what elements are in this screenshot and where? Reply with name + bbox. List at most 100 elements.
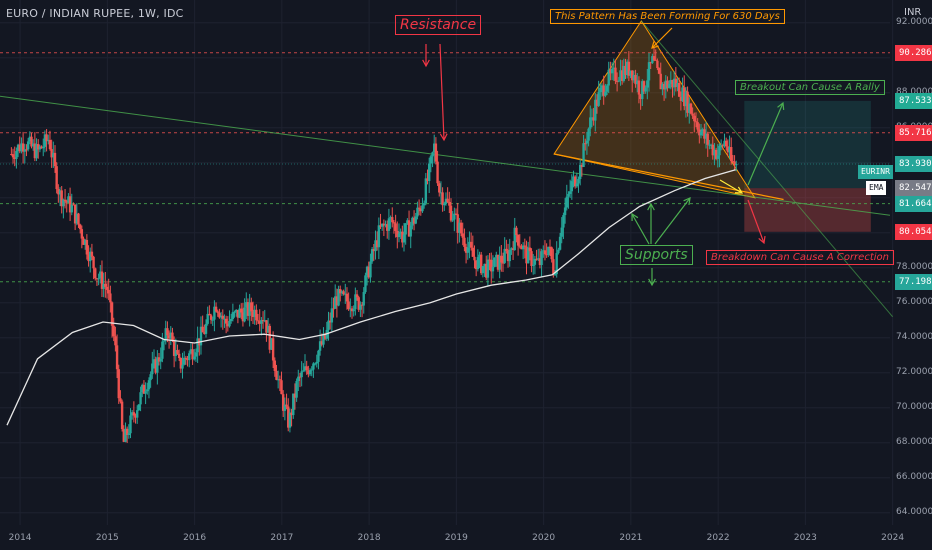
candle-body bbox=[95, 278, 99, 280]
candle-body bbox=[365, 266, 369, 276]
candle-body bbox=[164, 328, 167, 341]
candle-body bbox=[235, 309, 238, 312]
candle-body bbox=[669, 80, 673, 84]
candle-body bbox=[563, 207, 567, 216]
candle-body bbox=[538, 258, 542, 266]
candle-body bbox=[270, 338, 273, 350]
candle-body bbox=[342, 291, 345, 295]
candle-body bbox=[89, 251, 92, 262]
candle-body bbox=[444, 198, 448, 204]
candle-body bbox=[693, 115, 696, 122]
candle-body bbox=[20, 143, 23, 152]
candle-body bbox=[127, 433, 131, 436]
candle-body bbox=[424, 178, 428, 204]
candle-body bbox=[730, 147, 733, 162]
candle-body bbox=[375, 240, 379, 248]
candle-body bbox=[243, 307, 246, 322]
candle-body bbox=[159, 358, 162, 362]
candle-body bbox=[555, 253, 558, 275]
candle-body bbox=[380, 223, 384, 227]
candle-body bbox=[97, 278, 100, 280]
candle-body bbox=[139, 392, 142, 405]
arrow-support-3-head bbox=[683, 197, 691, 206]
arrow-resistance-2 bbox=[439, 43, 445, 141]
candle-body bbox=[525, 246, 528, 264]
candle-body bbox=[65, 201, 68, 203]
candle-body bbox=[641, 81, 644, 100]
candle-body bbox=[528, 247, 532, 252]
candle-body bbox=[389, 217, 392, 219]
candle-body bbox=[174, 350, 178, 356]
candle-body bbox=[75, 213, 79, 224]
candle-body bbox=[597, 92, 600, 106]
candle-body bbox=[58, 190, 62, 195]
candle-body bbox=[21, 143, 25, 152]
candle-body bbox=[587, 128, 590, 141]
candle-body bbox=[233, 311, 236, 313]
candle-body bbox=[362, 292, 365, 306]
candle-body bbox=[562, 215, 565, 228]
candle-body bbox=[580, 164, 584, 168]
x-tick-label: 2018 bbox=[357, 533, 381, 543]
candle-body bbox=[349, 308, 352, 310]
symbol-tag: EURINR bbox=[858, 165, 893, 179]
candle-body bbox=[552, 259, 555, 275]
arrow-support-down-head bbox=[648, 278, 656, 287]
candle-body bbox=[134, 415, 137, 418]
arrow-pattern-head bbox=[651, 41, 659, 49]
candle-body bbox=[553, 274, 557, 276]
price-tag: 77.1980 bbox=[895, 273, 932, 290]
arrow-support-2-head bbox=[647, 202, 655, 211]
candle-body bbox=[698, 129, 701, 136]
candle-body bbox=[184, 357, 188, 359]
candle-body bbox=[18, 144, 21, 152]
candle-body bbox=[293, 393, 297, 398]
candle-body bbox=[476, 257, 480, 270]
arrow-support-1 bbox=[631, 213, 650, 245]
candle-body bbox=[401, 231, 404, 243]
candle-body bbox=[359, 304, 362, 310]
x-tick-label: 2014 bbox=[8, 533, 32, 543]
candle-body bbox=[201, 326, 204, 333]
candle-body bbox=[711, 144, 714, 156]
candle-body bbox=[724, 140, 728, 147]
candle-body bbox=[726, 146, 730, 153]
candle-body bbox=[488, 259, 491, 261]
candle-body bbox=[557, 249, 560, 254]
candle-body bbox=[308, 370, 312, 375]
candle-body bbox=[99, 271, 102, 279]
candle-body bbox=[479, 254, 483, 274]
candle-body bbox=[265, 320, 268, 333]
candle-body bbox=[42, 146, 45, 149]
candle-body bbox=[651, 56, 654, 64]
candle-body bbox=[263, 320, 266, 322]
correction-label: Breakdown Can Cause A Correction bbox=[706, 250, 894, 265]
candle-body bbox=[607, 69, 610, 86]
candle-body bbox=[310, 369, 313, 371]
candle-body bbox=[585, 140, 589, 144]
candle-body bbox=[681, 87, 684, 101]
candle-body bbox=[733, 161, 736, 166]
candle-body bbox=[369, 261, 372, 278]
candle-body bbox=[451, 219, 454, 221]
candle-body bbox=[261, 319, 265, 322]
candle-body bbox=[567, 193, 570, 197]
candle-body bbox=[386, 224, 389, 231]
candle-body bbox=[464, 246, 468, 253]
candle-body bbox=[253, 309, 256, 317]
candle-body bbox=[224, 318, 228, 324]
candle-body bbox=[560, 227, 563, 237]
candle-body bbox=[414, 216, 417, 224]
candle-body bbox=[500, 255, 503, 263]
candle-body bbox=[503, 248, 506, 263]
candle-body bbox=[664, 80, 667, 90]
candle-body bbox=[696, 122, 699, 130]
candle-body bbox=[656, 60, 659, 69]
candle-body bbox=[171, 332, 174, 342]
candle-body bbox=[297, 376, 300, 382]
candle-body bbox=[575, 183, 579, 187]
candle-body bbox=[120, 401, 124, 430]
candle-body bbox=[508, 249, 511, 262]
candle-body bbox=[219, 315, 223, 318]
